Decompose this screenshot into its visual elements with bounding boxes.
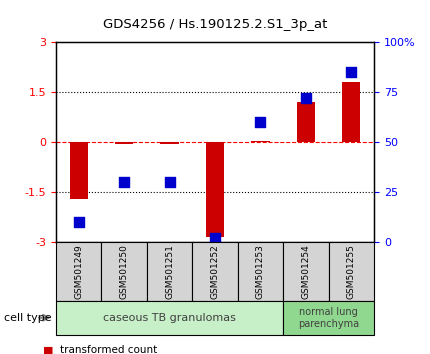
- Text: GSM501251: GSM501251: [165, 244, 174, 299]
- Text: caseous TB granulomas: caseous TB granulomas: [103, 313, 236, 323]
- Text: cell type: cell type: [4, 313, 52, 323]
- Bar: [160, 143, 178, 144]
- Text: GSM501254: GSM501254: [301, 244, 310, 299]
- Text: ■: ■: [43, 346, 53, 354]
- Bar: [70, 143, 88, 199]
- Bar: [342, 82, 360, 143]
- Text: GDS4256 / Hs.190125.2.S1_3p_at: GDS4256 / Hs.190125.2.S1_3p_at: [103, 18, 327, 31]
- Bar: [252, 141, 270, 143]
- Point: [348, 70, 355, 75]
- Point: [166, 180, 173, 185]
- Point: [302, 96, 309, 101]
- Text: GSM501253: GSM501253: [256, 244, 265, 299]
- Text: normal lung
parenchyma: normal lung parenchyma: [298, 307, 359, 329]
- Text: transformed count: transformed count: [60, 346, 157, 354]
- Point: [212, 236, 218, 241]
- Bar: [115, 143, 133, 144]
- Text: GSM501249: GSM501249: [74, 244, 83, 299]
- Bar: [297, 103, 315, 143]
- Bar: [206, 143, 224, 238]
- Point: [75, 219, 82, 225]
- Text: GSM501250: GSM501250: [120, 244, 129, 299]
- Point: [121, 180, 128, 185]
- Point: [257, 120, 264, 125]
- Text: GSM501255: GSM501255: [347, 244, 356, 299]
- Text: GSM501252: GSM501252: [211, 244, 219, 299]
